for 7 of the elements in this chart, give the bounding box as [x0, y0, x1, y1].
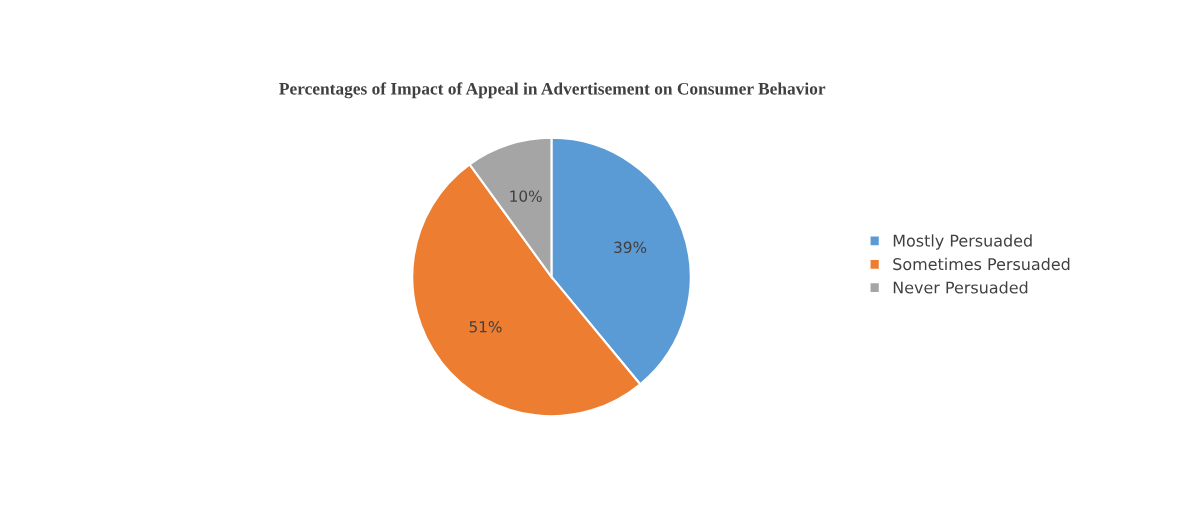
legend-label: Never Persuaded: [893, 281, 1028, 294]
data-label: 39%: [614, 241, 647, 254]
chart-title: Percentages of Impact of Appeal in Advertisement on Consumer Behavior: [279, 82, 826, 99]
legend-label: Sometimes Persuaded: [893, 257, 1070, 271]
data-label: 51%: [469, 321, 502, 333]
legend-label: Mostly Persuaded: [893, 234, 1032, 250]
data-label: 10%: [510, 190, 542, 202]
